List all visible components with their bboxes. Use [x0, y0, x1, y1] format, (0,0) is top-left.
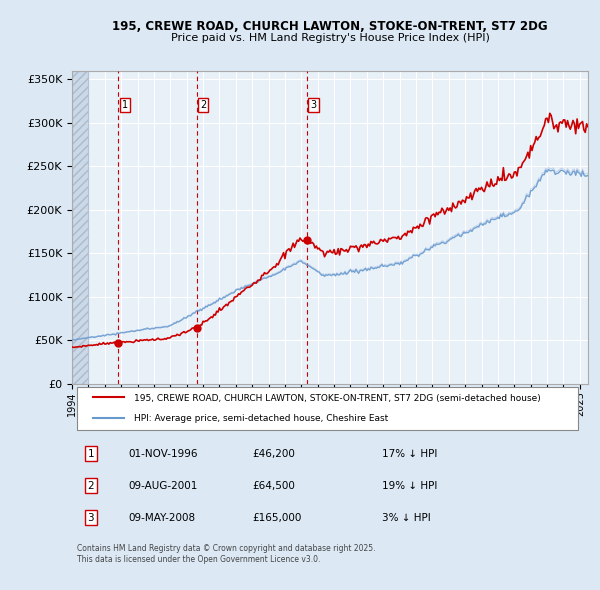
Text: 09-MAY-2008: 09-MAY-2008	[129, 513, 196, 523]
Text: 3% ↓ HPI: 3% ↓ HPI	[382, 513, 430, 523]
Bar	[72, 71, 88, 384]
Text: £64,500: £64,500	[253, 481, 295, 491]
Text: 1: 1	[122, 100, 128, 110]
FancyBboxPatch shape	[77, 387, 578, 430]
Text: HPI: Average price, semi-detached house, Cheshire East: HPI: Average price, semi-detached house,…	[134, 414, 388, 423]
Text: 1: 1	[88, 448, 94, 458]
Text: £165,000: £165,000	[253, 513, 302, 523]
Text: 195, CREWE ROAD, CHURCH LAWTON, STOKE-ON-TRENT, ST7 2DG: 195, CREWE ROAD, CHURCH LAWTON, STOKE-ON…	[112, 20, 548, 33]
Text: Contains HM Land Registry data © Crown copyright and database right 2025.
This d: Contains HM Land Registry data © Crown c…	[77, 544, 376, 563]
Text: 09-AUG-2001: 09-AUG-2001	[129, 481, 198, 491]
Text: £46,200: £46,200	[253, 448, 295, 458]
Text: 3: 3	[310, 100, 317, 110]
Text: Price paid vs. HM Land Registry's House Price Index (HPI): Price paid vs. HM Land Registry's House …	[170, 34, 490, 43]
Text: 2: 2	[88, 481, 94, 491]
Text: 19% ↓ HPI: 19% ↓ HPI	[382, 481, 437, 491]
Bar	[72, 71, 88, 384]
Text: 2: 2	[200, 100, 206, 110]
Text: 3: 3	[88, 513, 94, 523]
Text: 17% ↓ HPI: 17% ↓ HPI	[382, 448, 437, 458]
Text: 01-NOV-1996: 01-NOV-1996	[129, 448, 198, 458]
Text: 195, CREWE ROAD, CHURCH LAWTON, STOKE-ON-TRENT, ST7 2DG (semi-detached house): 195, CREWE ROAD, CHURCH LAWTON, STOKE-ON…	[134, 394, 541, 403]
